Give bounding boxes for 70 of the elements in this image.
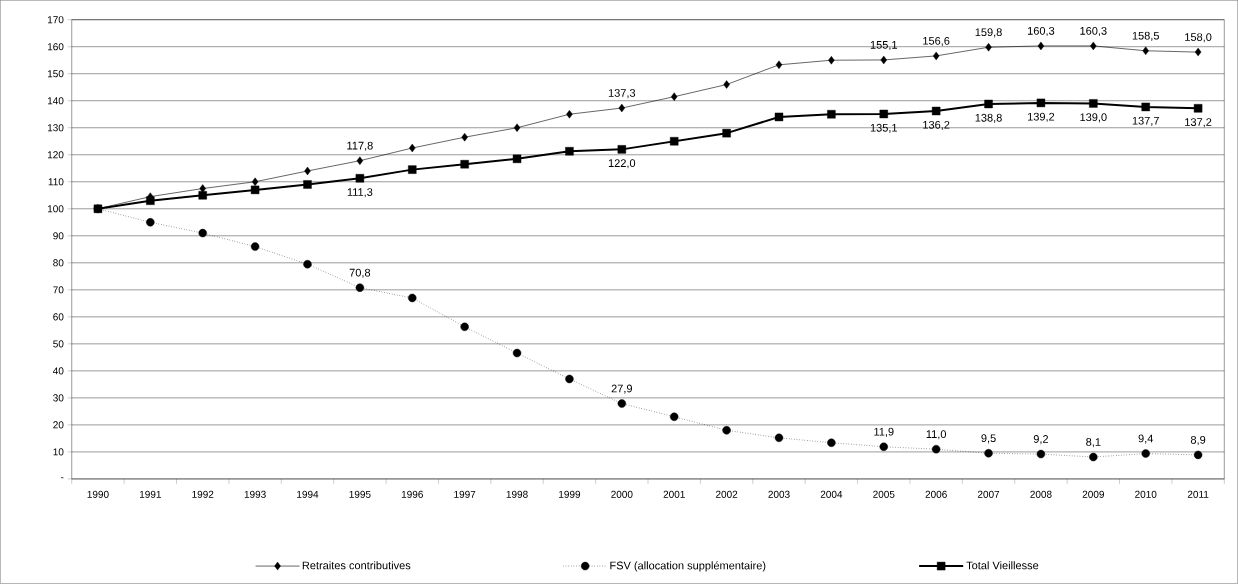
x-tick-label: 1993 [244, 490, 266, 499]
data-label: 136,2 [923, 121, 950, 131]
y-tick-label: 50 [53, 340, 64, 348]
x-tick-label: 2005 [873, 490, 895, 499]
y-tick-label: 140 [47, 97, 64, 105]
x-tick-label: 1997 [454, 490, 476, 499]
legend-label: Retraites contributives [302, 561, 411, 570]
x-tick-label: 2003 [768, 490, 790, 499]
x-tick-label: 1995 [349, 490, 371, 499]
data-label: 137,3 [608, 89, 636, 99]
data-label: 70,8 [349, 268, 371, 278]
x-tick-label: 1998 [506, 490, 528, 499]
data-label: 9,5 [981, 434, 996, 444]
x-tick-label: 1992 [192, 490, 214, 499]
data-label: 160,3 [1080, 27, 1107, 37]
data-label: 11,9 [874, 427, 894, 438]
data-label: 137,2 [1185, 118, 1212, 128]
y-tick-label: 30 [53, 394, 64, 402]
data-label: 8,1 [1086, 438, 1101, 448]
data-label: 11,0 [926, 430, 947, 440]
data-label: 135,1 [870, 124, 897, 134]
y-tick-label: 70 [53, 286, 64, 294]
x-tick-label: 2007 [977, 490, 1000, 499]
y-tick-label: 110 [48, 178, 64, 186]
x-tick-label: 2001 [663, 490, 685, 499]
x-tick-label: 2008 [1030, 490, 1052, 499]
data-label: 111,3 [347, 188, 373, 198]
y-tick-label: 20 [53, 421, 64, 429]
x-tick-label: 1990 [87, 490, 109, 499]
data-label: 27,9 [611, 384, 633, 394]
x-tick-label: 2004 [820, 490, 843, 499]
data-label: 137,7 [1132, 116, 1159, 127]
y-tick-label: 130 [47, 124, 64, 132]
data-label: 138,8 [975, 114, 1002, 124]
x-tick-label: 2006 [925, 490, 947, 499]
y-tick-label: 10 [53, 448, 64, 456]
x-tick-label: 1999 [559, 490, 581, 499]
data-label: 9,4 [1138, 434, 1154, 444]
y-tick-label: - [60, 477, 64, 479]
y-tick-label: 120 [47, 151, 64, 159]
data-label: 8,9 [1190, 436, 1206, 446]
data-label: 156,6 [923, 37, 950, 47]
x-tick-label: 2010 [1135, 490, 1157, 499]
y-tick-label: 100 [47, 205, 64, 213]
x-tick-label: 2002 [715, 490, 738, 499]
legend-label: Total Vieillesse [966, 561, 1039, 570]
data-label: 160,3 [1028, 27, 1055, 37]
y-tick-label: 40 [52, 367, 64, 375]
data-label: 159,8 [975, 28, 1002, 38]
data-label: 9,2 [1033, 435, 1049, 445]
x-tick-label: 1996 [401, 490, 423, 499]
data-label: 139,2 [1028, 112, 1055, 123]
y-tick-label: 170 [47, 16, 64, 24]
x-tick-label: 1994 [297, 490, 319, 499]
data-label: 117,8 [347, 141, 373, 151]
data-label: 158,0 [1185, 33, 1212, 43]
data-label: 155,1 [870, 41, 897, 51]
data-label: 122,0 [608, 159, 636, 169]
x-tick-label: 2009 [1082, 490, 1104, 499]
legend-label: FSV (allocation supplémentaire) [610, 561, 766, 572]
x-tick-label: 1991 [139, 490, 161, 499]
y-tick-label: 90 [53, 232, 64, 240]
y-tick-label: 150 [47, 70, 64, 78]
y-tick-label: 80 [53, 259, 64, 267]
x-tick-label: 2011 [1187, 490, 1209, 499]
y-tick-label: 60 [53, 313, 64, 321]
data-label: 139,0 [1080, 113, 1107, 123]
data-label: 158,5 [1132, 31, 1160, 42]
y-tick-label: 160 [47, 43, 64, 51]
x-tick-label: 2000 [611, 490, 633, 499]
